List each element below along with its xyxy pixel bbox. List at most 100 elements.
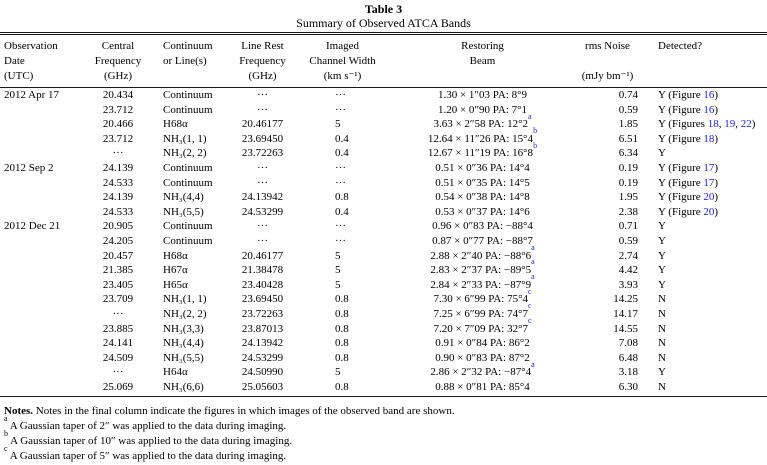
- cell-restoring-beam: 0.87 × 0″77 PA: −88°7: [432, 234, 533, 247]
- cell-line-rest-frequency: 23.87013: [241, 322, 284, 335]
- cell-imaged-channel-width: 0.8: [295, 379, 390, 398]
- figure-link[interactable]: 16: [703, 103, 715, 116]
- notes-label: Notes.: [4, 405, 34, 418]
- cell-continuum-or-line: Continuum: [163, 103, 213, 116]
- cell-continuum-or-line: NH₃(2, 2): [163, 307, 207, 320]
- cell-detected: Y: [658, 278, 666, 291]
- figure-link[interactable]: 20: [703, 205, 715, 218]
- cell-obs-date: [0, 205, 92, 220]
- table-subtitle: Summary of Observed ATCA Bands: [296, 16, 471, 30]
- header-line: Imaged: [326, 40, 359, 52]
- cell-line-rest-frequency: 23.69450: [241, 132, 284, 145]
- cell-detected: Y: [658, 264, 666, 277]
- cell-obs-date: [0, 132, 92, 147]
- cell-central-frequency: 24.139: [102, 161, 134, 174]
- figure-link[interactable]: 17: [703, 176, 715, 189]
- cell-central-frequency: 20.434: [102, 89, 134, 101]
- footnote-marker-a[interactable]: a: [531, 359, 535, 369]
- cell-imaged-channel-width: 5: [335, 366, 341, 379]
- cell-detected: Y: [658, 220, 666, 233]
- cell-line-rest-frequency: 23.72263: [241, 147, 284, 160]
- column-header-restoring-beam: Restoring Beam: [390, 35, 575, 88]
- cell-central-frequency: 24.205: [102, 234, 134, 247]
- cell-rms-noise: 2.74: [618, 249, 638, 262]
- cell-line-rest-frequency: 20.46177: [241, 249, 284, 262]
- cell-central-frequency: 25.069: [92, 379, 144, 398]
- table-row: 24.141 NH₃(4,4) 24.13942 0.8 0.91 × 0″84 PA:…: [0, 336, 767, 351]
- footnote-marker-a[interactable]: a: [531, 242, 535, 252]
- cell-central-frequency: ···: [112, 307, 124, 320]
- cell-restoring-beam: 2.86 × 2″32 PA: −87°4a: [430, 359, 535, 379]
- cell-rms-noise: 6.34: [618, 147, 638, 160]
- header-line: Restoring: [461, 40, 504, 52]
- cell-imaged-channel-width: ···: [335, 89, 346, 101]
- figure-link[interactable]: 18: [703, 132, 715, 145]
- cell-obs-date: [0, 379, 92, 398]
- table-row: ··· NH₃(2, 2) 23.72263 0.8 7.25 × 6″99 PA: 7…: [0, 302, 767, 322]
- cell-line-rest-frequency: 25.05603: [230, 379, 295, 398]
- cell-detected: N: [658, 351, 666, 364]
- cell-central-frequency: 23.405: [102, 278, 134, 291]
- cell-rms-noise: 14.55: [613, 322, 638, 335]
- cell-line-rest-frequency: ···: [257, 89, 268, 101]
- header-line: Line Rest: [241, 40, 284, 52]
- cell-line-rest-frequency: 24.53299: [241, 205, 284, 218]
- table-row: ··· NH₃(2, 2) 23.72263 0.4 12.67 × 11″19 PA:…: [0, 141, 767, 161]
- table-row: 23.405 H65α 23.40428 5 2.84 × 2″33 PA: −87°9…: [0, 273, 767, 293]
- footnote-marker-c[interactable]: c: [527, 301, 532, 311]
- cell-line-rest-frequency: 24.50990: [241, 366, 284, 379]
- cell-restoring-beam: 1.20 × 0″90 PA: 7°1: [437, 103, 528, 116]
- cell-continuum-or-line: NH₃(2, 2): [163, 147, 207, 160]
- cell-restoring-beam: 7.20 × 7″09 PA: 32°7c: [433, 315, 532, 335]
- cell-continuum-or-line: NH₃(5,5): [163, 205, 204, 218]
- cell-line-rest-frequency: 23.40428: [241, 278, 284, 291]
- cell-rms-noise: 0.59: [618, 234, 638, 247]
- footnote-marker-a[interactable]: a: [527, 111, 532, 121]
- cell-restoring-beam: 12.64 × 11″26 PA: 15°4b: [427, 126, 538, 145]
- footnote-marker-b[interactable]: b: [533, 126, 538, 136]
- figure-link[interactable]: 17: [703, 161, 715, 174]
- header-line: (mJy bm⁻¹): [581, 70, 634, 82]
- footnote-marker-a[interactable]: a: [531, 257, 535, 267]
- table-row: 23.712 Continuum ··· ··· 1.20 × 0″90 PA: 7°1…: [0, 103, 767, 118]
- footnote-marker-b[interactable]: b: [533, 140, 538, 150]
- header-line: (UTC): [4, 70, 34, 82]
- cell-rms-noise: 0.71: [618, 220, 638, 233]
- cell-detected: Y: [658, 147, 666, 160]
- cell-restoring-beam: 1.30 × 1″03 PA: 8°9: [437, 89, 528, 101]
- cell-detected: Y (Figures 18, 19, 22): [658, 118, 756, 131]
- header-line: [575, 54, 640, 69]
- footnote-c: c A Gaussian taper of 5″ was applied to …: [4, 443, 287, 463]
- cell-central-frequency: 24.509: [102, 351, 134, 364]
- column-header-line-rest-frequency: Line Rest Frequency (GHz): [230, 35, 295, 88]
- note-general-text: Notes in the final column indicate the f…: [33, 405, 455, 418]
- footnote-marker-a[interactable]: a: [531, 272, 535, 282]
- header-line: [658, 54, 767, 69]
- figure-link[interactable]: 16: [703, 89, 715, 101]
- cell-rms-noise: 0.19: [618, 161, 638, 174]
- cell-imaged-channel-width: 0.8: [335, 322, 349, 335]
- cell-central-frequency: ···: [112, 366, 124, 379]
- cell-obs-date: 2012 Apr 17: [4, 89, 59, 101]
- cell-detected: N: [658, 293, 666, 306]
- cell-rms-noise: 3.18: [618, 366, 638, 379]
- cell-continuum-or-line: NH₃(1, 1): [163, 132, 207, 145]
- cell-line-rest-frequency: ···: [257, 234, 268, 247]
- cell-detected: N: [658, 322, 666, 335]
- figure-link[interactable]: 19: [724, 118, 736, 131]
- cell-obs-date: [0, 351, 92, 366]
- cell-obs-date: [0, 322, 92, 337]
- cell-central-frequency: 24.141: [102, 337, 134, 350]
- top-double-rule: [0, 32, 767, 35]
- table-row: 24.205 Continuum ··· ··· 0.87 × 0″77 PA: −88…: [0, 234, 767, 249]
- cell-obs-date: [0, 292, 92, 307]
- cell-detected: Y: [658, 234, 666, 247]
- footnote-marker-c[interactable]: c: [527, 315, 532, 325]
- atca-bands-table: Observation Date (UTC) Central Frequency (GHz…: [0, 35, 767, 398]
- footnote-marker-c[interactable]: c: [527, 286, 532, 296]
- figure-link[interactable]: 20: [703, 191, 715, 204]
- figure-link[interactable]: 18: [707, 118, 719, 131]
- cell-line-rest-frequency: 21.38478: [241, 264, 284, 277]
- cell-obs-date: [0, 234, 92, 249]
- figure-link[interactable]: 22: [740, 118, 752, 131]
